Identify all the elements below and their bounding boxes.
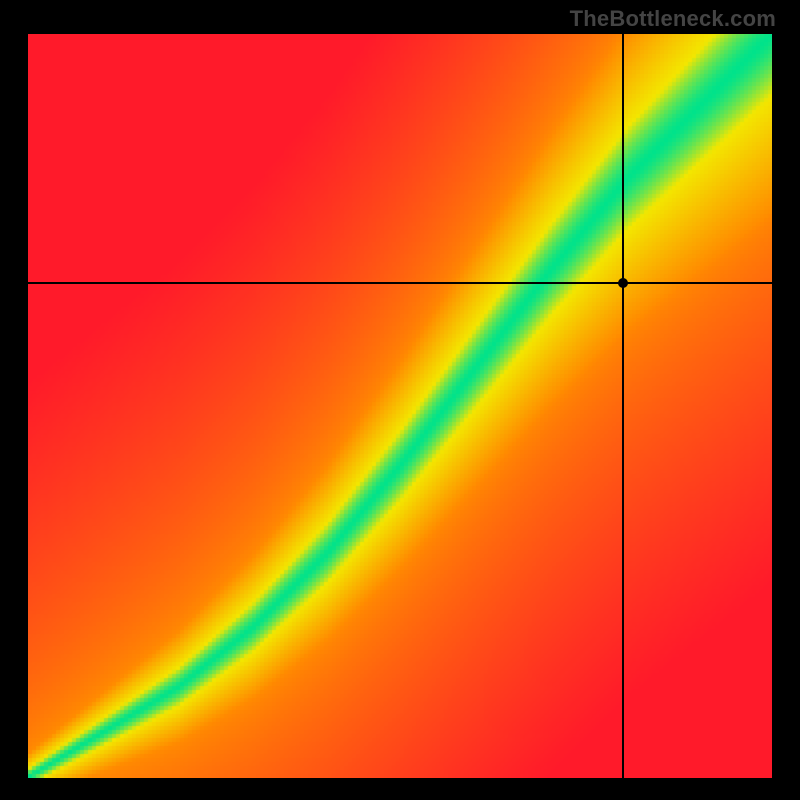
heatmap-canvas [28, 34, 772, 778]
watermark-text: TheBottleneck.com [570, 6, 776, 32]
crosshair-marker [618, 278, 628, 288]
crosshair-horizontal [28, 282, 772, 284]
bottleneck-heatmap [28, 34, 772, 778]
crosshair-vertical [622, 34, 624, 778]
